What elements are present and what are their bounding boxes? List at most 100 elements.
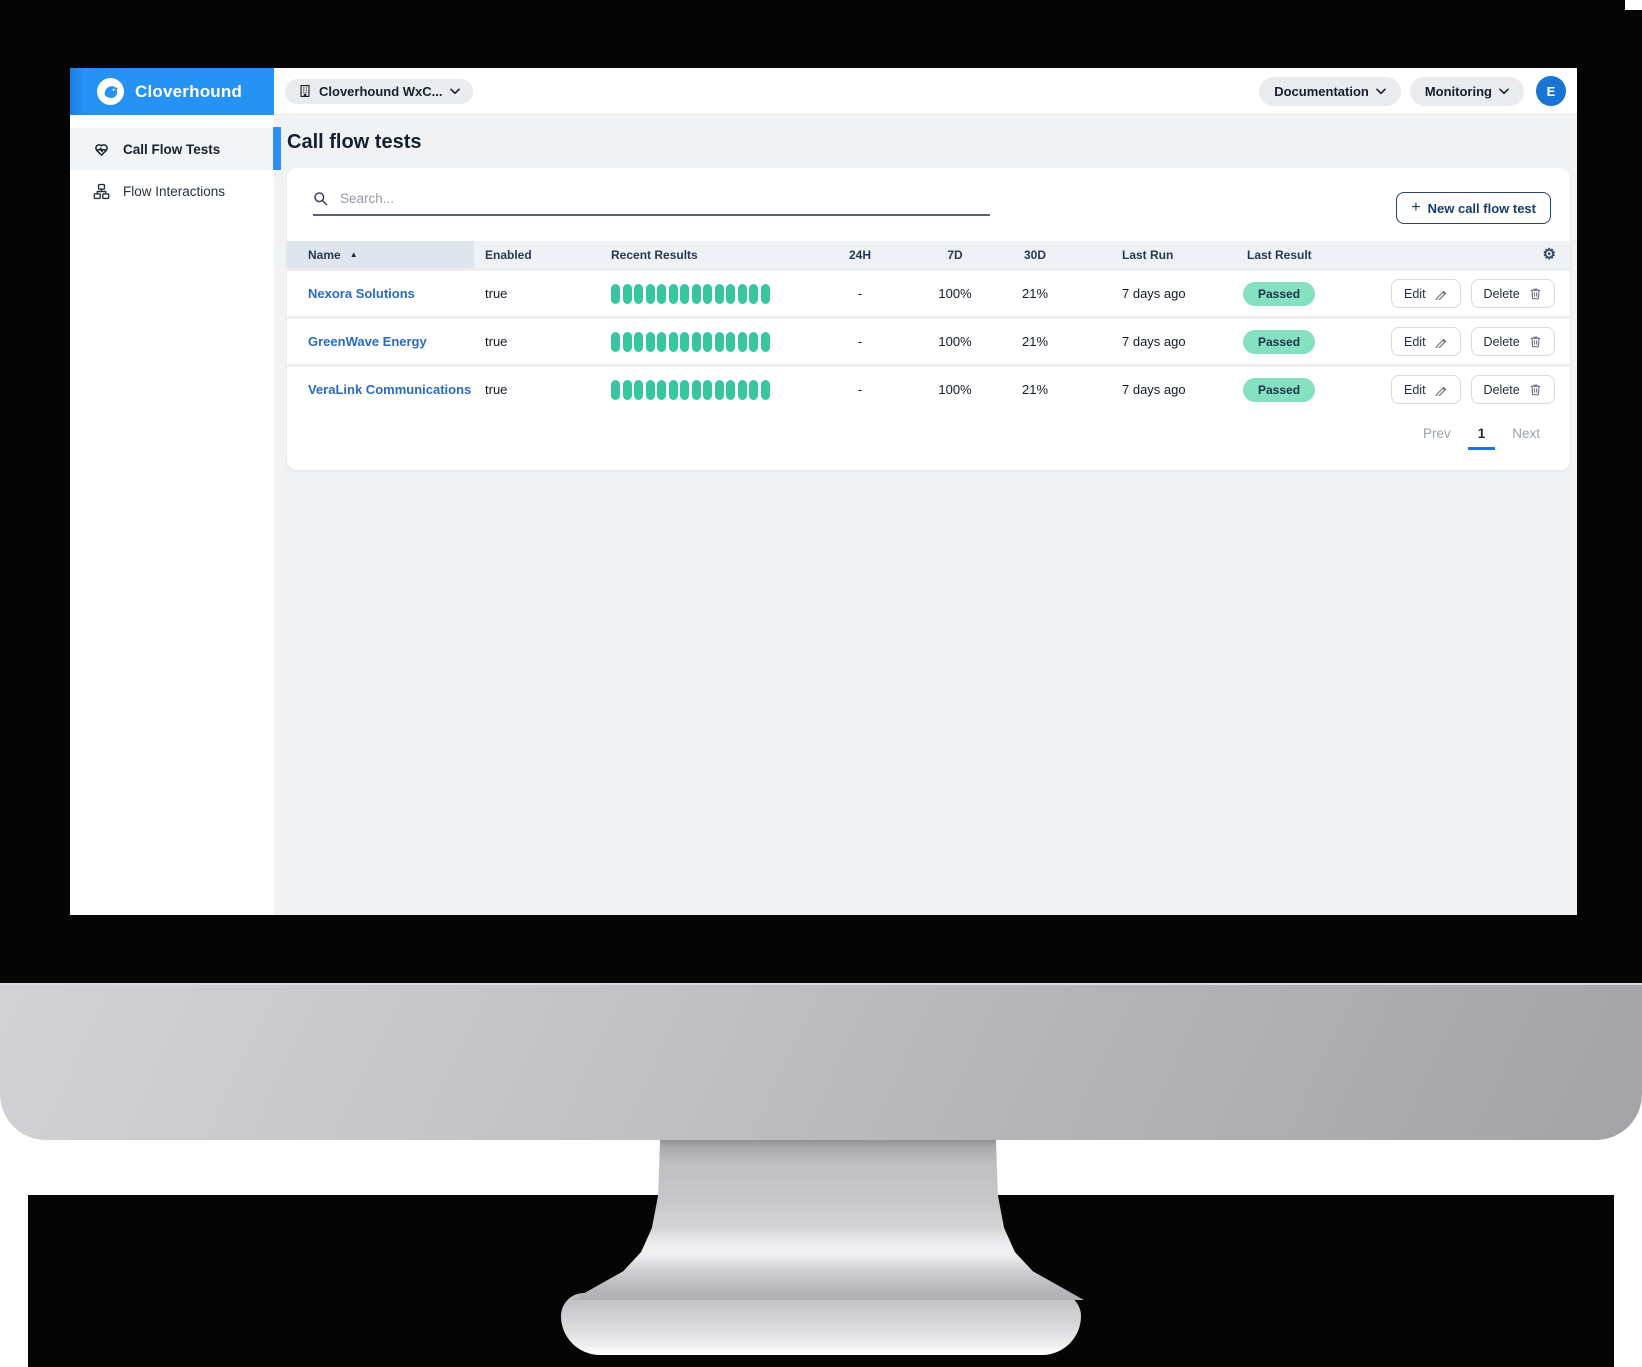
result-bar [760,283,770,304]
workspace-label: Cloverhound WxC... [319,83,443,99]
active-item-indicator [273,127,281,170]
monitor-stand-base [561,1293,1081,1355]
result-bar [691,379,701,400]
enabled-value: true [485,382,508,397]
plus-icon: + [1411,199,1421,216]
last-run-value: 7 days ago [1122,382,1186,397]
sitemap-icon [93,183,110,200]
page-title: Call flow tests [287,131,422,153]
status-badge: Passed [1243,329,1316,354]
chevron-down-icon [1499,87,1509,95]
delete-button[interactable]: Delete [1470,327,1555,356]
test-name-link[interactable]: Nexora Solutions [308,286,415,301]
column-header-last-result[interactable]: Last Result [1247,247,1312,262]
building-icon [298,84,312,98]
24h-value: - [857,286,863,301]
test-name-link[interactable]: VeraLink Communications [308,382,472,397]
search-field [313,190,990,216]
pagination-page-1[interactable]: 1 [1467,426,1495,450]
chevron-down-icon [1376,87,1386,95]
sidebar-item-label: Call Flow Tests [123,141,221,157]
table-row: VeraLink Communications true - 100% 21% … [287,364,1570,412]
app-screen: Cloverhound Call Flow Tests [70,68,1577,915]
result-bar [611,331,620,352]
result-bar [634,283,643,304]
30d-value: 21% [1021,286,1049,301]
trash-icon [1529,287,1542,300]
result-bar [611,379,620,400]
new-call-flow-test-button[interactable]: + New call flow test [1396,192,1551,224]
sidebar-item-label: Flow Interactions [123,183,226,199]
user-avatar[interactable]: E [1536,76,1566,106]
sidebar-nav: Call Flow Tests Flow Interactions [70,115,274,212]
column-header-recent-results[interactable]: Recent Results [611,247,698,262]
enabled-value: true [485,286,508,301]
monitoring-menu[interactable]: Monitoring [1409,76,1524,106]
documentation-menu[interactable]: Documentation [1259,76,1401,106]
workspace-switcher[interactable]: Cloverhound WxC... [285,78,473,104]
result-bar [634,331,643,352]
24h-value: - [857,382,863,397]
result-bar [691,283,701,304]
column-header-7d[interactable]: 7D [947,247,963,262]
trash-icon [1529,335,1542,348]
24h-value: - [857,334,863,349]
table-row: GreenWave Energy true - 100% 21% 7 days … [287,316,1570,364]
pencil-icon [1435,335,1448,348]
main-content: Cloverhound WxC... Documentation Monitor [274,68,1577,915]
result-bar [691,331,701,352]
result-bar [657,283,666,304]
heart-pulse-icon [93,141,110,158]
monitoring-label: Monitoring [1424,83,1492,99]
result-bar [680,283,689,304]
search-icon [313,191,329,207]
new-call-flow-test-label: New call flow test [1427,200,1536,216]
column-header-name[interactable]: Name ▲ [287,241,474,268]
column-header-30d[interactable]: 30D [1023,247,1046,262]
column-header-24h[interactable]: 24H [848,247,871,262]
pagination-next[interactable]: Next [1512,426,1540,441]
result-bar [760,331,770,352]
result-bar [749,331,758,352]
result-bar [645,331,655,352]
gear-icon[interactable]: ⚙ [1542,246,1556,263]
topbar-right: Documentation Monitoring E [1259,76,1566,106]
test-name-link[interactable]: GreenWave Energy [308,334,427,349]
delete-button[interactable]: Delete [1470,375,1555,404]
sidebar-item-flow-interactions[interactable]: Flow Interactions [70,170,274,212]
call-flow-tests-card: + New call flow test Name ▲ Enabled Rece… [287,168,1570,470]
trash-icon [1529,383,1542,396]
30d-value: 21% [1021,334,1049,349]
result-bar [622,283,632,304]
last-run-value: 7 days ago [1122,286,1186,301]
pencil-icon [1435,287,1448,300]
recent-results-bars [600,331,790,352]
documentation-label: Documentation [1274,83,1369,99]
edit-button[interactable]: Edit [1391,327,1461,356]
result-bar [714,379,724,400]
column-header-last-run[interactable]: Last Run [1122,247,1174,262]
result-bar [680,331,689,352]
result-bar [680,379,689,400]
table-row: Nexora Solutions true - 100% 21% 7 days … [287,268,1570,316]
7d-value: 100% [938,286,972,301]
result-bar [645,283,655,304]
result-bar [668,331,678,352]
status-badge: Passed [1243,281,1316,306]
column-header-enabled[interactable]: Enabled [485,247,532,262]
enabled-value: true [485,334,508,349]
search-input[interactable] [338,190,990,207]
result-bar [726,379,735,400]
result-bar [737,379,747,400]
result-bar [622,379,632,400]
delete-button[interactable]: Delete [1470,279,1555,308]
edit-button[interactable]: Edit [1391,279,1461,308]
sidebar-item-call-flow-tests[interactable]: Call Flow Tests [70,128,274,170]
edit-button[interactable]: Edit [1391,375,1461,404]
topbar: Cloverhound WxC... Documentation Monitor [274,68,1577,115]
result-bar [749,283,758,304]
recent-results-bars [600,379,790,400]
recent-results-bars [600,283,790,304]
pagination-prev[interactable]: Prev [1422,426,1451,441]
